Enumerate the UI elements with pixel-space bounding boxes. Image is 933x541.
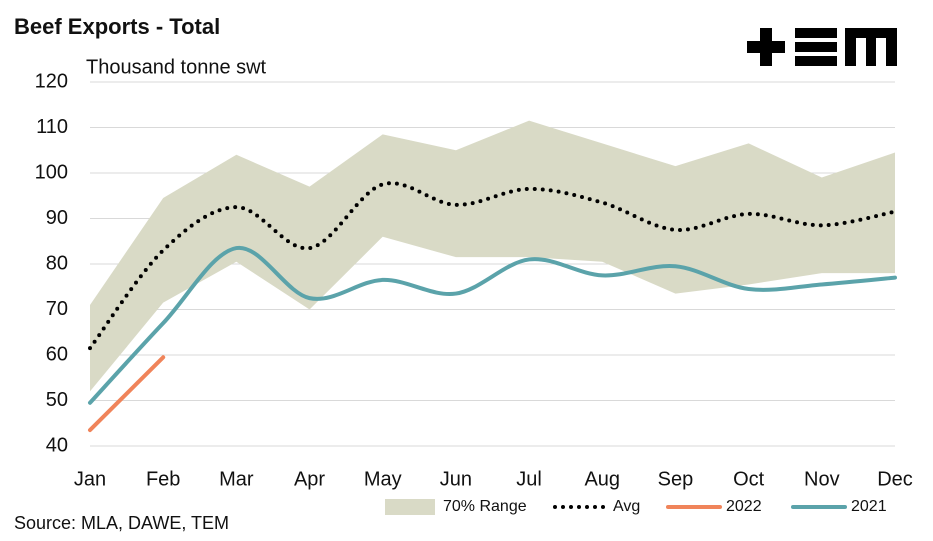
y-tick-label: 90 xyxy=(46,207,68,229)
x-tick-label: Oct xyxy=(733,468,765,490)
x-tick-label: Dec xyxy=(877,468,913,490)
x-tick-label: Jan xyxy=(74,468,106,490)
x-tick-label: Jun xyxy=(440,468,472,490)
x-tick-label: Aug xyxy=(584,468,620,490)
series-line xyxy=(88,246,897,405)
x-tick-label: May xyxy=(364,468,402,490)
y-tick-label: 110 xyxy=(36,116,68,138)
source-note: Source: MLA, DAWE, TEM xyxy=(14,513,229,533)
x-tick-label: Nov xyxy=(804,468,840,490)
x-tick-label: Feb xyxy=(146,468,180,490)
x-tick-label: Sep xyxy=(658,468,694,490)
legend-label: 2022 xyxy=(726,498,762,515)
legend-label: Avg xyxy=(613,498,640,515)
chart-title: Beef Exports - Total xyxy=(14,14,220,39)
y-tick-label: 60 xyxy=(46,343,68,365)
y-tick-label: 70 xyxy=(46,298,68,320)
y-tick-label: 50 xyxy=(46,389,68,411)
y-axis-label: Thousand tonne swt xyxy=(86,56,267,78)
x-tick-label: Mar xyxy=(219,468,254,490)
x-tick-label: Apr xyxy=(294,468,325,490)
y-tick-label: 80 xyxy=(46,252,68,274)
logo xyxy=(747,28,897,66)
x-tick-label: Jul xyxy=(516,468,542,490)
range-band xyxy=(90,120,895,392)
series-line xyxy=(88,355,166,433)
y-tick-label: 100 xyxy=(35,161,68,183)
legend-label: 70% Range xyxy=(443,498,527,515)
legend-label: 2021 xyxy=(851,498,887,515)
series-line xyxy=(88,181,897,351)
y-tick-label: 120 xyxy=(35,70,68,92)
legend-swatch xyxy=(385,499,435,515)
y-tick-label: 40 xyxy=(46,434,68,456)
